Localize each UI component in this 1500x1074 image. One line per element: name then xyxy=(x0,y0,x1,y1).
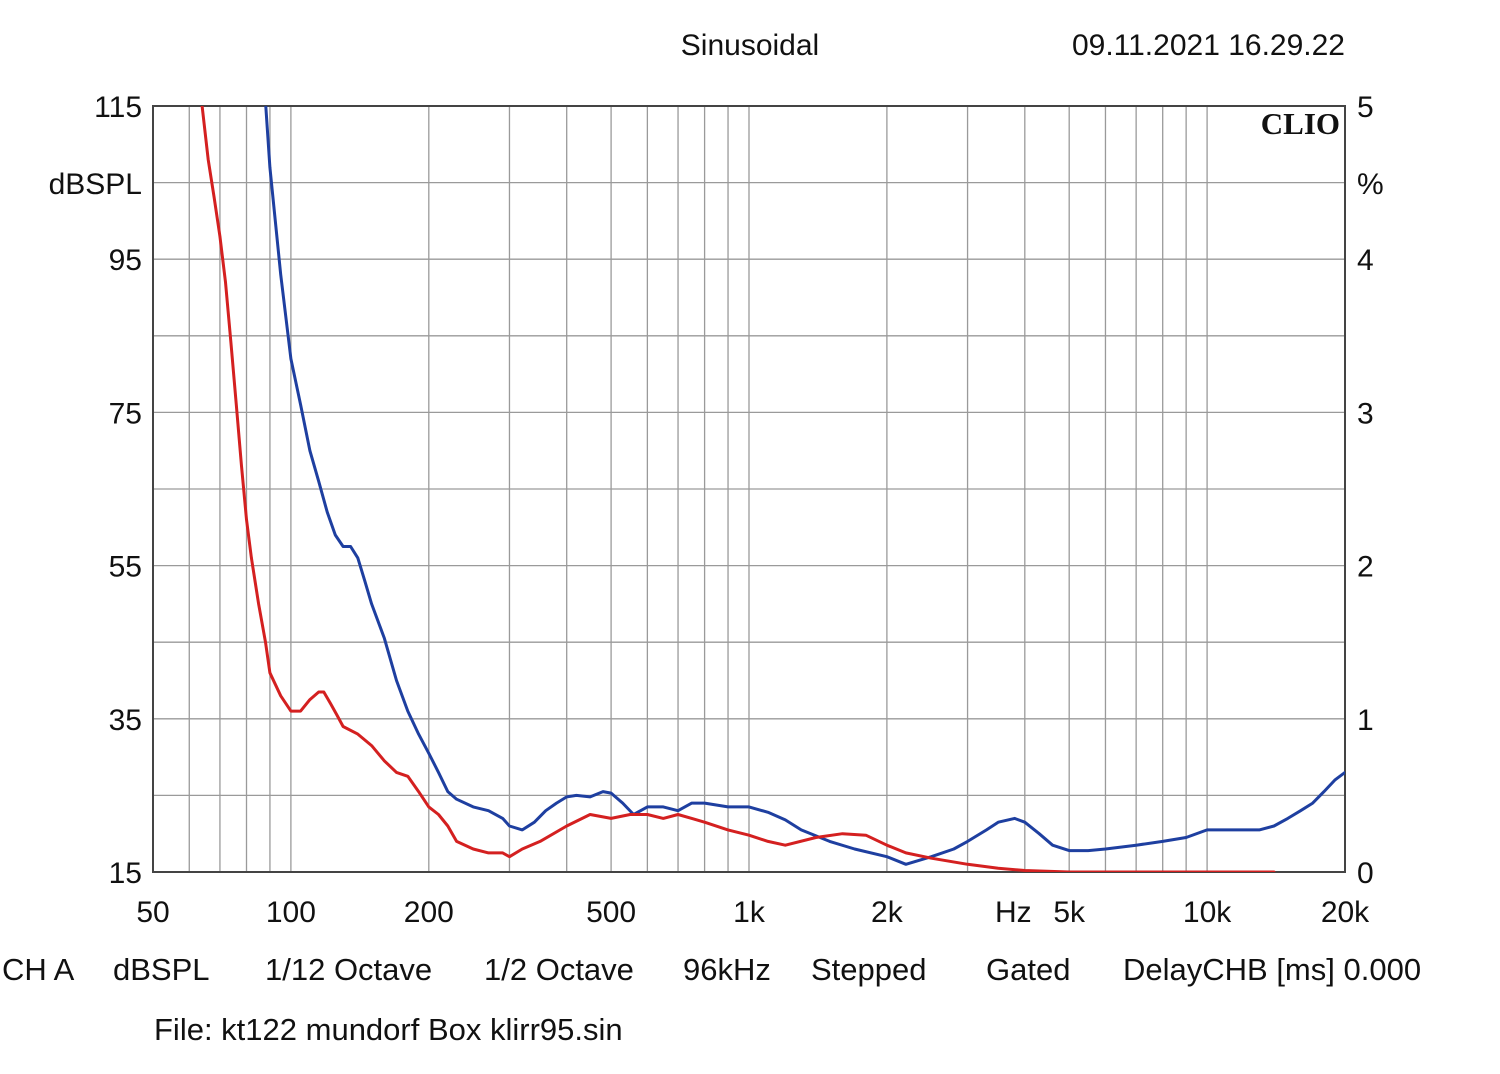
x-tick-label: 500 xyxy=(586,896,636,929)
left-tick-label: 35 xyxy=(109,704,142,737)
right-tick-label: 5 xyxy=(1357,91,1374,124)
x-tick-label: 1k xyxy=(733,896,766,929)
right-tick-label: 1 xyxy=(1357,704,1374,737)
x-tick-label: 2k xyxy=(871,896,904,929)
x-tick-label: 200 xyxy=(404,896,454,929)
left-axis: 115 95 75 55 35 15 xyxy=(94,91,142,890)
left-axis-unit: dBSPL xyxy=(49,168,142,201)
distortion-chart: Sinusoidal 09.11.2021 16.29.22 115957555… xyxy=(49,29,1384,929)
x-tick-label: 50 xyxy=(136,896,169,929)
series-group xyxy=(200,106,1345,872)
x-tick-label: 5k xyxy=(1053,896,1086,929)
smoothing-label: 1/12 Octave xyxy=(265,952,433,987)
series-line-2 xyxy=(200,106,1276,872)
x-axis: 50 100 200 500 1k 2k 5k 10k 20k xyxy=(136,896,1370,929)
unit-label: dBSPL xyxy=(113,952,210,987)
sweep-label: Stepped xyxy=(811,952,927,987)
resolution-label: 1/2 Octave xyxy=(484,952,634,987)
channel-label: CH A xyxy=(2,952,75,987)
left-tick-label: 115 xyxy=(94,91,142,124)
grid xyxy=(153,106,1345,872)
measurement-mode: Sinusoidal xyxy=(681,29,819,62)
left-tick-label: 55 xyxy=(109,551,142,584)
series-line-1 xyxy=(264,106,1345,866)
right-tick-label: 4 xyxy=(1357,244,1374,277)
left-tick-label: 15 xyxy=(109,857,142,890)
plot-frame xyxy=(152,105,1346,873)
right-axis-unit: % xyxy=(1357,168,1384,201)
left-tick-label: 95 xyxy=(109,244,142,277)
gating-label: Gated xyxy=(986,952,1071,987)
right-tick-label: 2 xyxy=(1357,551,1374,584)
right-tick-label: 3 xyxy=(1357,397,1374,430)
timestamp: 09.11.2021 16.29.22 xyxy=(1072,29,1345,62)
delay-label: DelayCHB [ms] 0.000 xyxy=(1123,952,1422,987)
x-tick-label: 10k xyxy=(1183,896,1232,929)
clio-logo: CLIO xyxy=(1261,106,1340,141)
right-axis: 5 4 3 2 1 0 xyxy=(1357,91,1374,890)
file-name: File: kt122 mundorf Box klirr95.sin xyxy=(154,1012,623,1047)
x-tick-label: 100 xyxy=(266,896,316,929)
x-axis-unit: Hz xyxy=(995,896,1032,929)
left-tick-label: 75 xyxy=(109,397,142,430)
sample-rate-label: 96kHz xyxy=(683,952,771,987)
right-tick-label: 0 xyxy=(1357,857,1374,890)
x-tick-label: 20k xyxy=(1321,896,1370,929)
